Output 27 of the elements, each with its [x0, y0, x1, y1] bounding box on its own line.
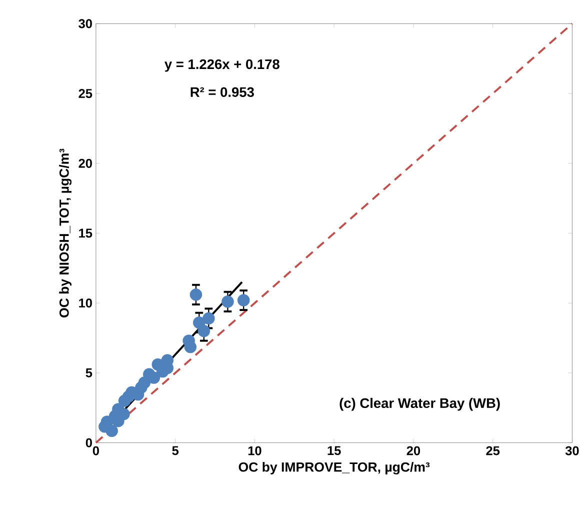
y-tick-label: 20	[78, 158, 92, 168]
annotation: (c) Clear Water Bay (WB)	[340, 398, 500, 411]
x-tick-label: 25	[486, 446, 500, 456]
point	[190, 288, 202, 301]
y-tick-label: 30	[78, 19, 92, 28]
x-tick-label: 0	[92, 446, 99, 456]
y-tick-label: 5	[86, 368, 92, 378]
point	[237, 294, 250, 306]
x-tick-label: 20	[406, 446, 420, 456]
x-tick-label: 30	[565, 446, 579, 456]
y-axis-title: OC by NIOSH_TOT, µgC/m³	[59, 148, 72, 318]
x-tick-label: 10	[248, 446, 262, 456]
point	[118, 394, 131, 408]
y-tick-label: 0	[86, 438, 92, 448]
point	[106, 424, 118, 438]
point	[184, 341, 197, 354]
point	[202, 312, 215, 325]
point	[198, 324, 210, 338]
x-tick-label: 5	[172, 446, 179, 456]
y-tick-label: 15	[79, 228, 92, 238]
x-tick-label: 15	[328, 446, 341, 456]
y-tick-label: 25	[78, 89, 92, 98]
annotation: R² = 0.953	[190, 87, 254, 98]
annotation: y = 1.226x + 0.178	[164, 59, 280, 72]
x-axis-title: OC by IMPROVE_TOR, µgC/m³	[238, 462, 430, 475]
point	[222, 296, 234, 308]
y-tick-label: 10	[79, 298, 92, 308]
